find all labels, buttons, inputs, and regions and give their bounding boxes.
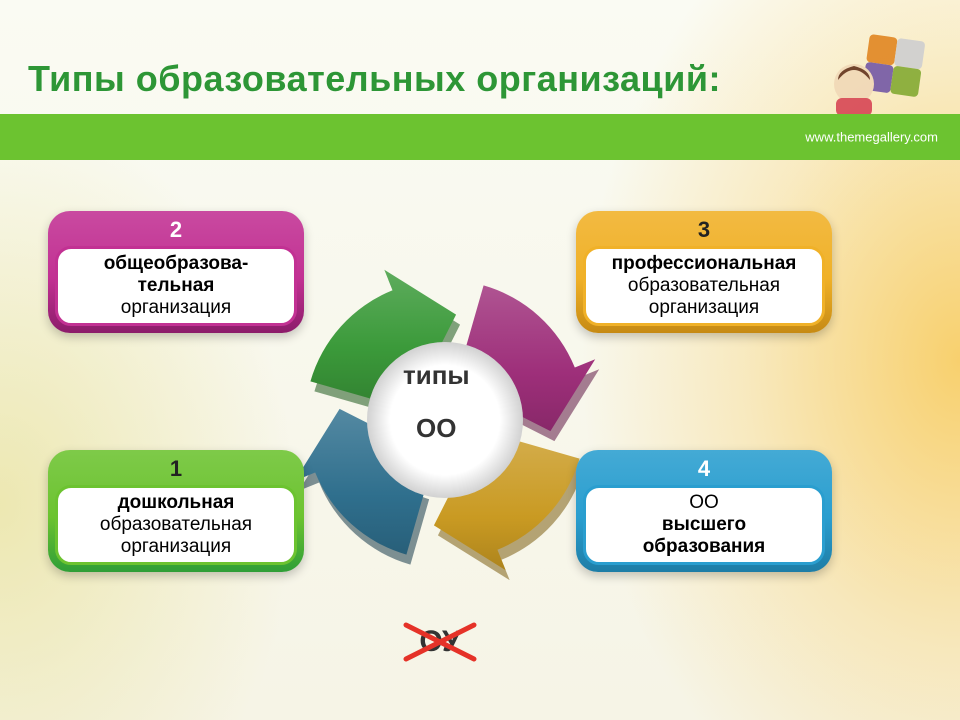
card-1: 1 дошкольнаяобразовательнаяорганизация [48, 450, 304, 572]
card-body: ООвысшегообразования [583, 485, 825, 565]
source-url: www.themegallery.com [805, 130, 938, 145]
cycle-diagram [265, 220, 625, 580]
card-number: 3 [576, 217, 832, 243]
card-number: 2 [48, 217, 304, 243]
card-line: тельная [104, 275, 249, 297]
card-body: общеобразова-тельнаяорганизация [55, 246, 297, 326]
card-line: организация [104, 297, 249, 319]
card-line: высшего [643, 514, 766, 536]
crossed-out-term: ОУ [400, 625, 480, 659]
card-3: 3 профессиональнаяобразовательнаяорганиза… [576, 211, 832, 333]
card-line: профессиональная [612, 253, 797, 275]
card-line: дошкольная [100, 492, 252, 514]
card-4: 4 ООвысшегообразования [576, 450, 832, 572]
card-line: образовательная [100, 514, 252, 536]
card-line: организация [100, 536, 252, 558]
page-title: Типы образовательных организаций: [28, 58, 721, 100]
card-line: общеобразова- [104, 253, 249, 275]
header-band: www.themegallery.com [0, 114, 960, 160]
card-line: образования [643, 536, 766, 558]
card-line: организация [612, 297, 797, 319]
card-line: ОО [643, 492, 766, 514]
puzzle-decoration [818, 20, 948, 120]
card-2: 2 общеобразова-тельнаяорганизация [48, 211, 304, 333]
center-label-bottom: ОО [416, 413, 456, 444]
card-number: 4 [576, 456, 832, 482]
card-line: образовательная [612, 275, 797, 297]
card-body: дошкольнаяобразовательнаяорганизация [55, 485, 297, 565]
center-label-top: типы [403, 360, 470, 391]
card-body: профессиональнаяобразовательнаяорганизац… [583, 246, 825, 326]
card-number: 1 [48, 456, 304, 482]
